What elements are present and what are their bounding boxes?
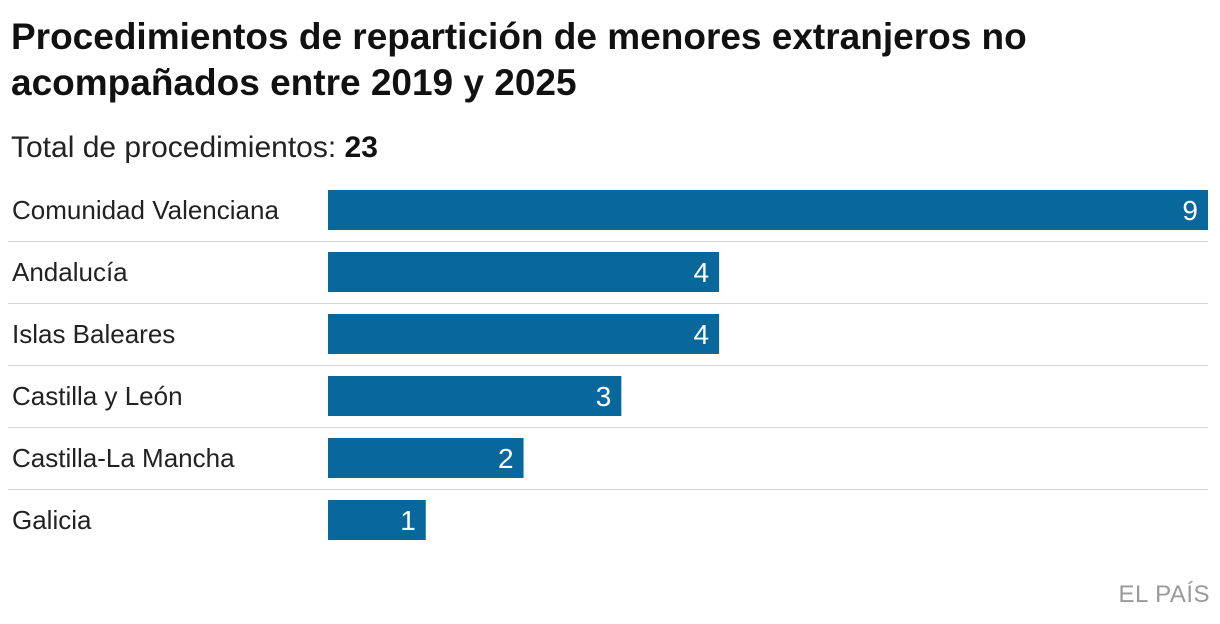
value-label: 1: [400, 505, 416, 536]
subtitle-label: Total de procedimientos:: [11, 131, 337, 164]
category-label: Comunidad Valenciana: [12, 195, 279, 225]
category-label: Castilla-La Mancha: [12, 443, 235, 473]
bar-row: Castilla y León 3: [8, 376, 1208, 428]
bar-row: Galicia 1: [12, 500, 426, 540]
bar: [328, 190, 1208, 230]
value-label: 3: [596, 381, 612, 412]
category-label: Castilla y León: [12, 381, 183, 411]
category-label: Andalucía: [12, 257, 128, 287]
category-label: Galicia: [12, 505, 92, 535]
bar-row: Comunidad Valenciana 9: [8, 190, 1208, 242]
value-label: 4: [694, 319, 710, 350]
bar-row: Islas Baleares 4: [8, 314, 1208, 366]
bar: [328, 252, 720, 292]
chart-title: Procedimientos de repartición de menores…: [11, 16, 1027, 103]
bar-row: Castilla-La Mancha 2: [8, 438, 1208, 490]
value-label: 2: [498, 443, 514, 474]
value-label: 4: [694, 257, 710, 288]
value-label: 9: [1182, 195, 1198, 226]
bar: [328, 314, 720, 354]
bar: [328, 500, 426, 540]
bar: [328, 376, 622, 416]
source-logo: EL PAÍS: [1118, 581, 1210, 608]
bar: [328, 438, 524, 478]
subtitle-total: 23: [344, 131, 378, 164]
bar-row: Andalucía 4: [8, 252, 1208, 304]
category-label: Islas Baleares: [12, 319, 175, 349]
chart-subtitle: Total de procedimientos: 23: [11, 128, 378, 168]
